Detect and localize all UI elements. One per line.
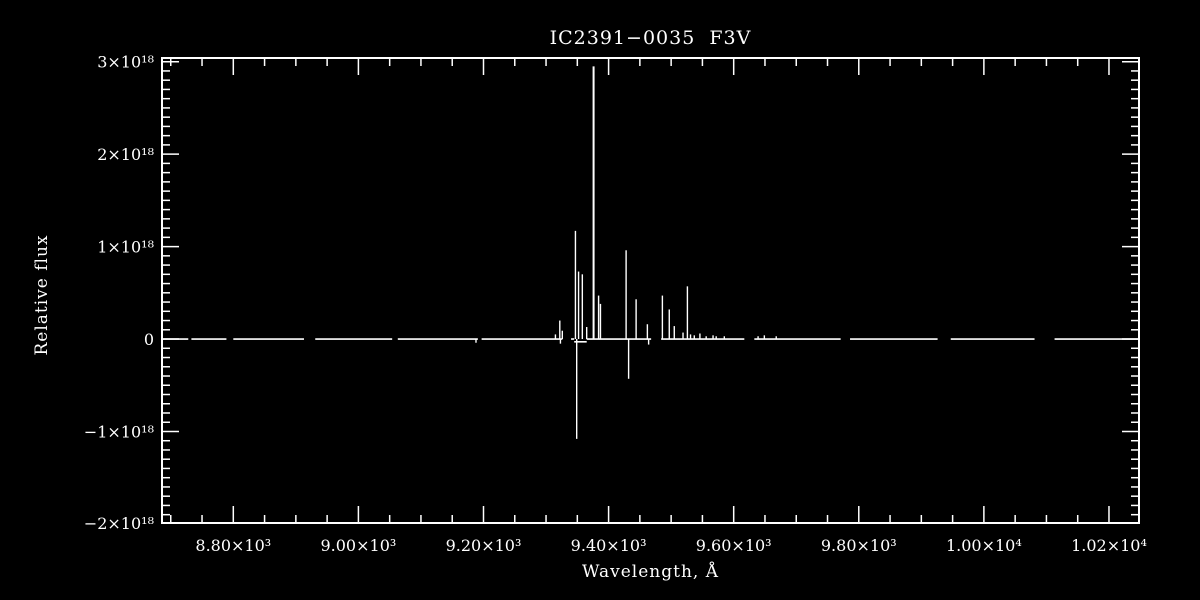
x-axis-tick-labels: 8.80×10³ 9.00×10³ 9.20×10³ 9.40×10³ 9.60×10³… (195, 536, 1146, 555)
y-tick-label: 2×10¹⁸ (97, 145, 154, 164)
y-tick-label: 0 (144, 330, 154, 349)
x-tick-label: 9.80×10³ (821, 536, 897, 555)
x-tick-label: 8.80×10³ (195, 536, 271, 555)
y-tick-label: 1×10¹⁸ (97, 238, 154, 257)
y-tick-label: −2×10¹⁸ (84, 514, 154, 533)
spectrum-line (162, 66, 1139, 439)
y-axis-tick-labels: 3×10¹⁸ 2×10¹⁸ 1×10¹⁸ 0 −1×10¹⁸ −2×10¹⁸ (84, 53, 154, 533)
x-axis-ticks (170, 58, 1110, 523)
y-tick-label: 3×10¹⁸ (97, 53, 154, 72)
plot-frame (161, 57, 1140, 524)
x-tick-label: 9.20×10³ (446, 536, 522, 555)
x-tick-label: 1.00×10⁴ (946, 536, 1022, 555)
x-axis-title: Wavelength, Å (582, 562, 719, 582)
x-tick-label: 1.02×10⁴ (1071, 536, 1147, 555)
x-tick-label: 9.60×10³ (696, 536, 772, 555)
x-tick-label: 9.40×10³ (571, 536, 647, 555)
y-axis-ticks (162, 60, 1139, 524)
x-tick-label: 9.00×10³ (320, 536, 396, 555)
y-tick-label: −1×10¹⁸ (84, 422, 154, 441)
plot-title: IC2391−0035 F3V (549, 27, 752, 49)
